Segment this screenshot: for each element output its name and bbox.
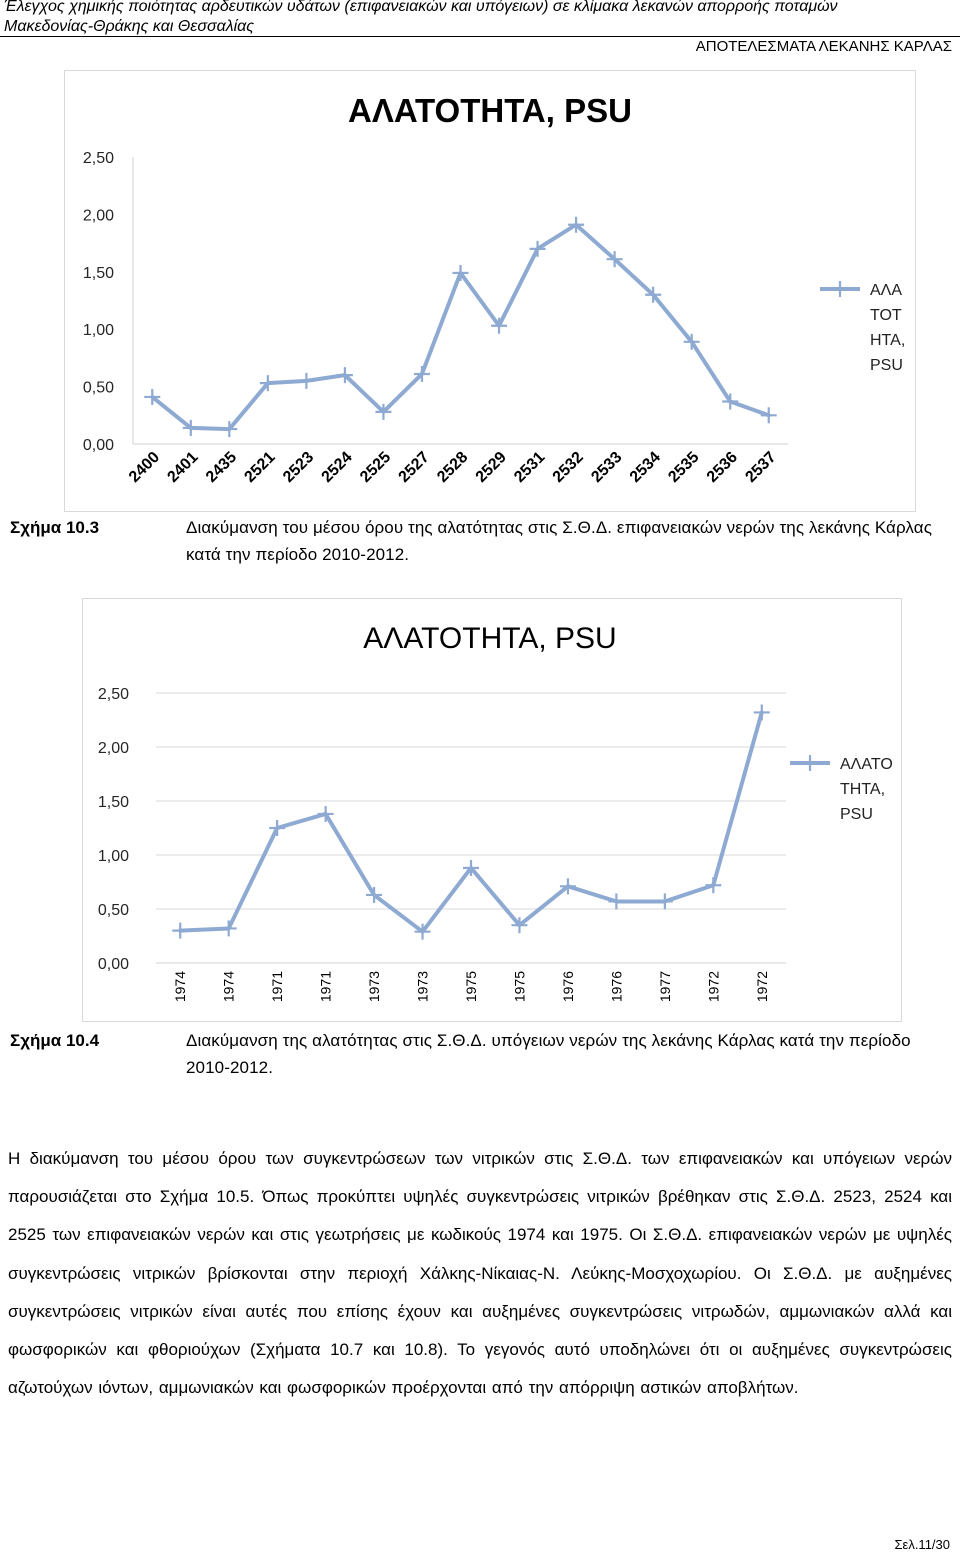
x-tick-label: 1973 bbox=[415, 971, 431, 1002]
chart-border bbox=[64, 70, 916, 512]
data-point-12 bbox=[753, 704, 770, 721]
data-point-13 bbox=[645, 286, 662, 303]
data-point-1 bbox=[220, 920, 237, 937]
legend-label: ΑΛΑ bbox=[870, 282, 902, 299]
x-tick-label: 1972 bbox=[705, 971, 721, 1002]
salinity-groundwater-chart-svg: ΑΛΑΤΟΤΗΤΑ, PSU0,000,501,001,502,002,5019… bbox=[82, 598, 902, 1022]
chart-title: ΑΛΑΤΟΤΗΤΑ, PSU bbox=[348, 92, 632, 129]
header-line-1: Έλεγχος χημικής ποιότητας αρδευτικών υδά… bbox=[4, 0, 838, 15]
legend: ΑΛΑ ΤΟΤ ΗΤΑ, PSU bbox=[820, 281, 905, 374]
y-tick-label: 2,00 bbox=[83, 207, 114, 224]
legend-label: ΗΤΑ, bbox=[870, 332, 905, 349]
data-point-2 bbox=[269, 820, 286, 836]
y-tick-label: 0,50 bbox=[83, 380, 114, 397]
legend-label: ΤΗΤΑ, bbox=[840, 781, 885, 798]
legend-label: ΤΟΤ bbox=[870, 307, 902, 324]
y-tick-label: 0,50 bbox=[98, 902, 129, 919]
data-point-7 bbox=[413, 365, 430, 382]
y-tick-label: 0,00 bbox=[98, 956, 129, 973]
data-point-16 bbox=[760, 407, 777, 424]
header-divider bbox=[0, 36, 960, 37]
x-tick-label: 1975 bbox=[511, 971, 527, 1002]
data-point-4 bbox=[366, 886, 383, 903]
x-tick-label: 1977 bbox=[657, 971, 673, 1002]
data-point-8 bbox=[452, 264, 469, 281]
y-tick-label: 1,50 bbox=[98, 794, 129, 811]
legend-label: PSU bbox=[870, 357, 903, 374]
legend-label: ΑΛΑΤΟ bbox=[840, 756, 893, 773]
figure-10-4-number: Σχήμα 10.4 bbox=[10, 1031, 100, 1050]
data-point-8 bbox=[559, 878, 576, 895]
data-point-9 bbox=[608, 893, 625, 910]
figure-10-3-number: Σχήμα 10.3 bbox=[10, 518, 100, 537]
legend-swatch-marker bbox=[832, 281, 848, 297]
data-point-7 bbox=[511, 917, 528, 934]
data-point-0 bbox=[144, 388, 161, 405]
x-tick-label: 1976 bbox=[608, 971, 624, 1002]
y-tick-label: 2,50 bbox=[98, 686, 129, 703]
y-tick-label: 1,00 bbox=[83, 322, 114, 339]
chart-border bbox=[82, 598, 902, 1022]
x-tick-label: 1974 bbox=[221, 971, 237, 1002]
data-point-12 bbox=[606, 251, 623, 268]
data-point-3 bbox=[317, 805, 334, 822]
data-point-15 bbox=[722, 393, 739, 410]
data-point-10 bbox=[529, 240, 546, 257]
data-point-3 bbox=[259, 375, 276, 392]
data-point-6 bbox=[463, 859, 479, 876]
y-tick-label: 0,00 bbox=[83, 437, 114, 454]
legend-label: PSU bbox=[840, 806, 873, 823]
data-point-6 bbox=[375, 403, 392, 420]
data-point-2 bbox=[221, 421, 238, 438]
body-paragraph: Η διακύμανση του μέσου όρου των συγκεντρ… bbox=[8, 1149, 952, 1398]
x-tick-label: 1972 bbox=[754, 971, 770, 1002]
chart-title: ΑΛΑΤΟΤΗΤΑ, PSU bbox=[363, 622, 616, 655]
data-point-5 bbox=[414, 923, 431, 940]
header-line-2: Μακεδονίας-Θράκης και Θεσσαλίας bbox=[4, 18, 255, 35]
figure-10-4-text: Διακύμανση της αλατότητας στις Σ.Θ.Δ. υπ… bbox=[186, 1031, 911, 1077]
section-title: ΑΠΟΤΕΛΕΣΜΑΤΑ ΛΕΚΑΝΗΣ ΚΑΡΛΑΣ bbox=[695, 38, 952, 55]
salinity-surface-chart-svg: ΑΛΑΤΟΤΗΤΑ, PSU0,000,501,001,502,002,5024… bbox=[64, 70, 916, 512]
x-tick-label: 1971 bbox=[269, 971, 285, 1002]
data-point-11 bbox=[568, 216, 585, 233]
data-point-9 bbox=[491, 317, 508, 334]
figure-10-3-text: Διακύμανση του μέσου όρου της αλατότητας… bbox=[186, 518, 933, 564]
y-tick-label: 2,50 bbox=[83, 150, 114, 167]
document-header: Έλεγχος χημικής ποιότητας αρδευτικών υδά… bbox=[4, 0, 956, 37]
legend: ΑΛΑΤΟ ΤΗΤΑ, PSU bbox=[790, 755, 893, 823]
x-tick-label: 1974 bbox=[172, 971, 188, 1002]
data-point-11 bbox=[705, 877, 722, 894]
y-tick-label: 1,00 bbox=[98, 848, 129, 865]
data-point-10 bbox=[656, 893, 673, 910]
y-tick-label: 1,50 bbox=[83, 265, 114, 282]
x-tick-label: 1976 bbox=[560, 971, 576, 1002]
data-point-0 bbox=[172, 922, 189, 939]
x-tick-label: 1975 bbox=[463, 971, 479, 1002]
salinity-groundwater-chart: ΑΛΑΤΟΤΗΤΑ, PSU 0,00 0,50 1,00 1,50 2,00 2,50 19… bbox=[82, 598, 902, 1022]
page-number: Σελ.11/30 bbox=[894, 1537, 950, 1552]
y-tick-label: 2,00 bbox=[98, 740, 129, 757]
data-point-5 bbox=[336, 367, 353, 384]
x-tick-label: 1973 bbox=[366, 971, 382, 1002]
x-tick-label: 1971 bbox=[318, 971, 334, 1002]
salinity-surface-chart: ΑΛΑΤΟΤΗΤΑ, PSU 0,00 0,50 1,00 1,50 2,00 2,50 24… bbox=[64, 70, 916, 512]
legend-swatch-marker bbox=[802, 755, 818, 771]
data-point-14 bbox=[683, 333, 700, 350]
data-point-1 bbox=[182, 419, 199, 436]
data-point-4 bbox=[298, 372, 315, 389]
